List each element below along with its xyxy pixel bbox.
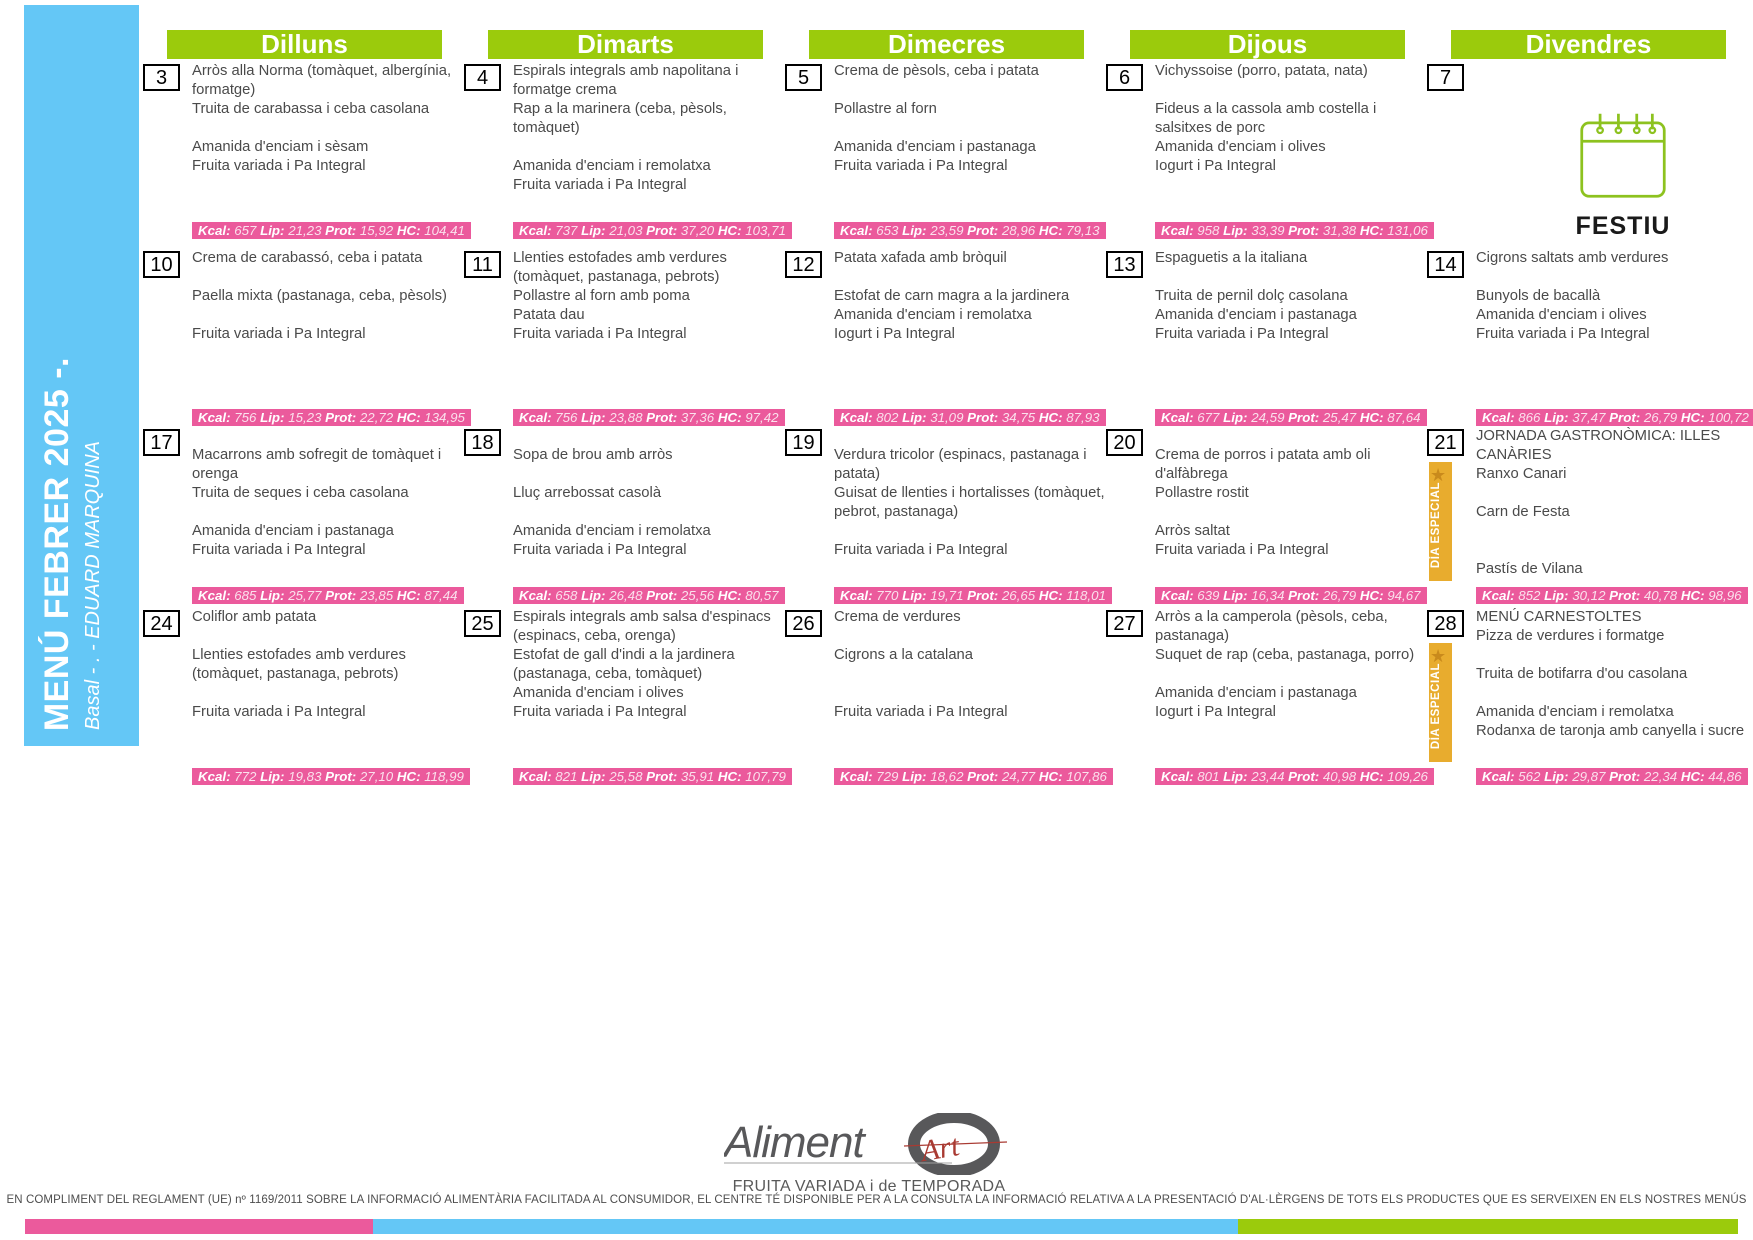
svg-text:Aliment: Aliment (724, 1118, 866, 1167)
